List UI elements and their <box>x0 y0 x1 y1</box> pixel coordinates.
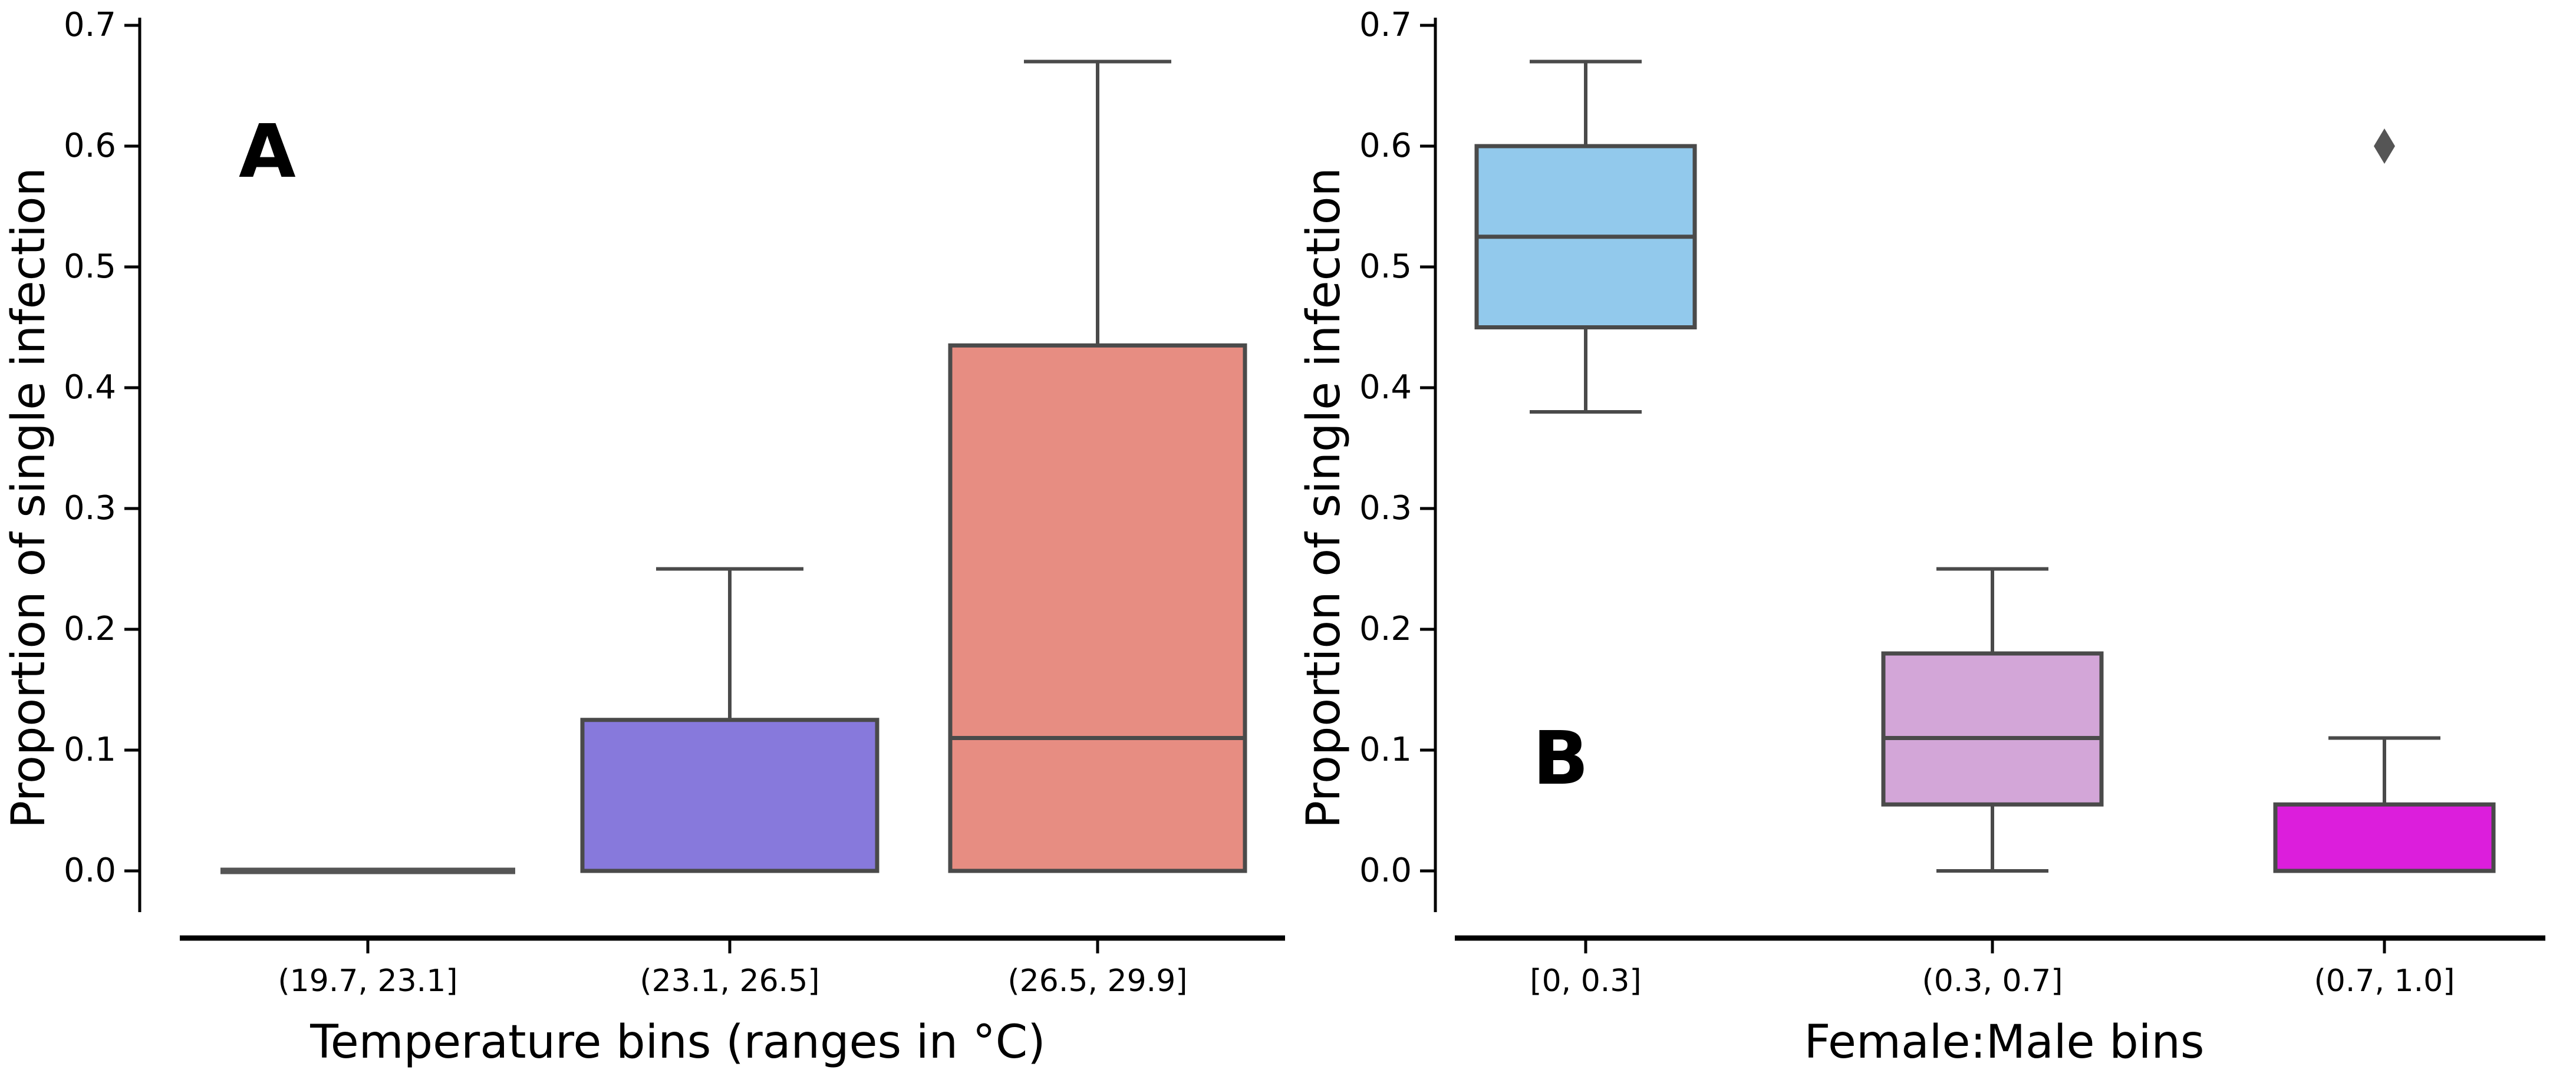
y-tick-label: 0.7 <box>64 6 116 44</box>
y-tick-label: 0.2 <box>64 610 116 648</box>
y-axis-title: Proportion of single infection <box>1297 167 1350 828</box>
x-tick-label: [0, 0.3] <box>1530 963 1641 999</box>
panel-letter: B <box>1533 716 1589 801</box>
y-axis-title: Proportion of single infection <box>2 167 55 828</box>
y-tick-label: 0.7 <box>1359 6 1412 44</box>
box-iqr <box>2273 802 2496 873</box>
x-tick-label: (26.5, 29.9] <box>1007 963 1187 999</box>
y-tick-label: 0.6 <box>1359 127 1412 165</box>
outlier-diamond <box>2374 128 2395 164</box>
x-axis-title: Temperature bins (ranges in °C) <box>309 1016 1045 1069</box>
y-tick-label: 0.1 <box>64 731 116 769</box>
x-axis-title: Female:Male bins <box>1804 1016 2204 1069</box>
panel-letter: A <box>239 109 296 194</box>
y-tick-label: 0.1 <box>1359 731 1412 769</box>
y-tick-label: 0.3 <box>64 489 116 527</box>
x-tick-label: (19.7, 23.1] <box>278 963 457 999</box>
x-tick-label: (0.7, 1.0] <box>2314 963 2455 999</box>
box-iqr <box>1881 651 2104 807</box>
y-tick-label: 0.5 <box>1359 247 1412 286</box>
box-iqr <box>580 718 879 873</box>
y-tick-label: 0.5 <box>64 247 116 286</box>
y-tick-label: 0.0 <box>64 851 116 890</box>
x-tick-label: (0.3, 0.7] <box>1922 963 2063 999</box>
box-iqr <box>948 343 1247 873</box>
x-tick-label: (23.1, 26.5] <box>640 963 819 999</box>
y-tick-label: 0.6 <box>64 127 116 165</box>
y-tick-label: 0.4 <box>1359 368 1412 407</box>
y-tick-label: 0.3 <box>1359 489 1412 527</box>
y-tick-label: 0.4 <box>64 368 116 407</box>
y-tick-label: 0.0 <box>1359 851 1412 890</box>
y-tick-label: 0.2 <box>1359 610 1412 648</box>
